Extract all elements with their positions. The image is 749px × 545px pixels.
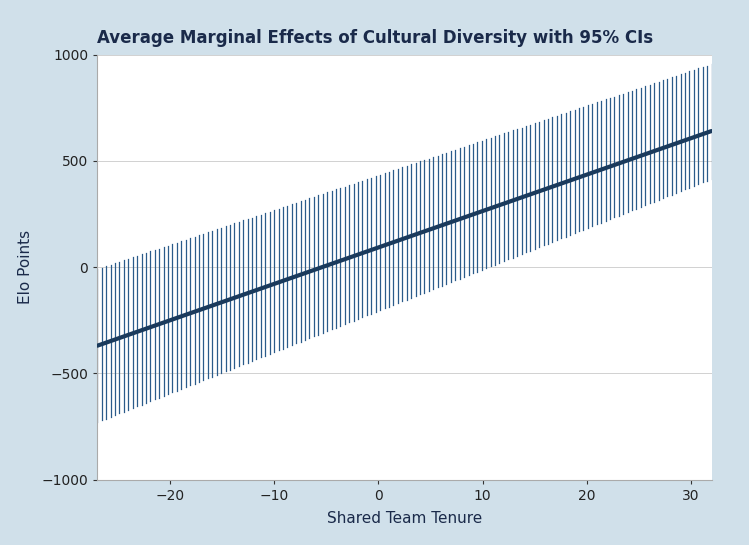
Y-axis label: Elo Points: Elo Points (18, 230, 33, 304)
Text: Average Marginal Effects of Cultural Diversity with 95% CIs: Average Marginal Effects of Cultural Div… (97, 29, 653, 47)
X-axis label: Shared Team Tenure: Shared Team Tenure (327, 511, 482, 526)
